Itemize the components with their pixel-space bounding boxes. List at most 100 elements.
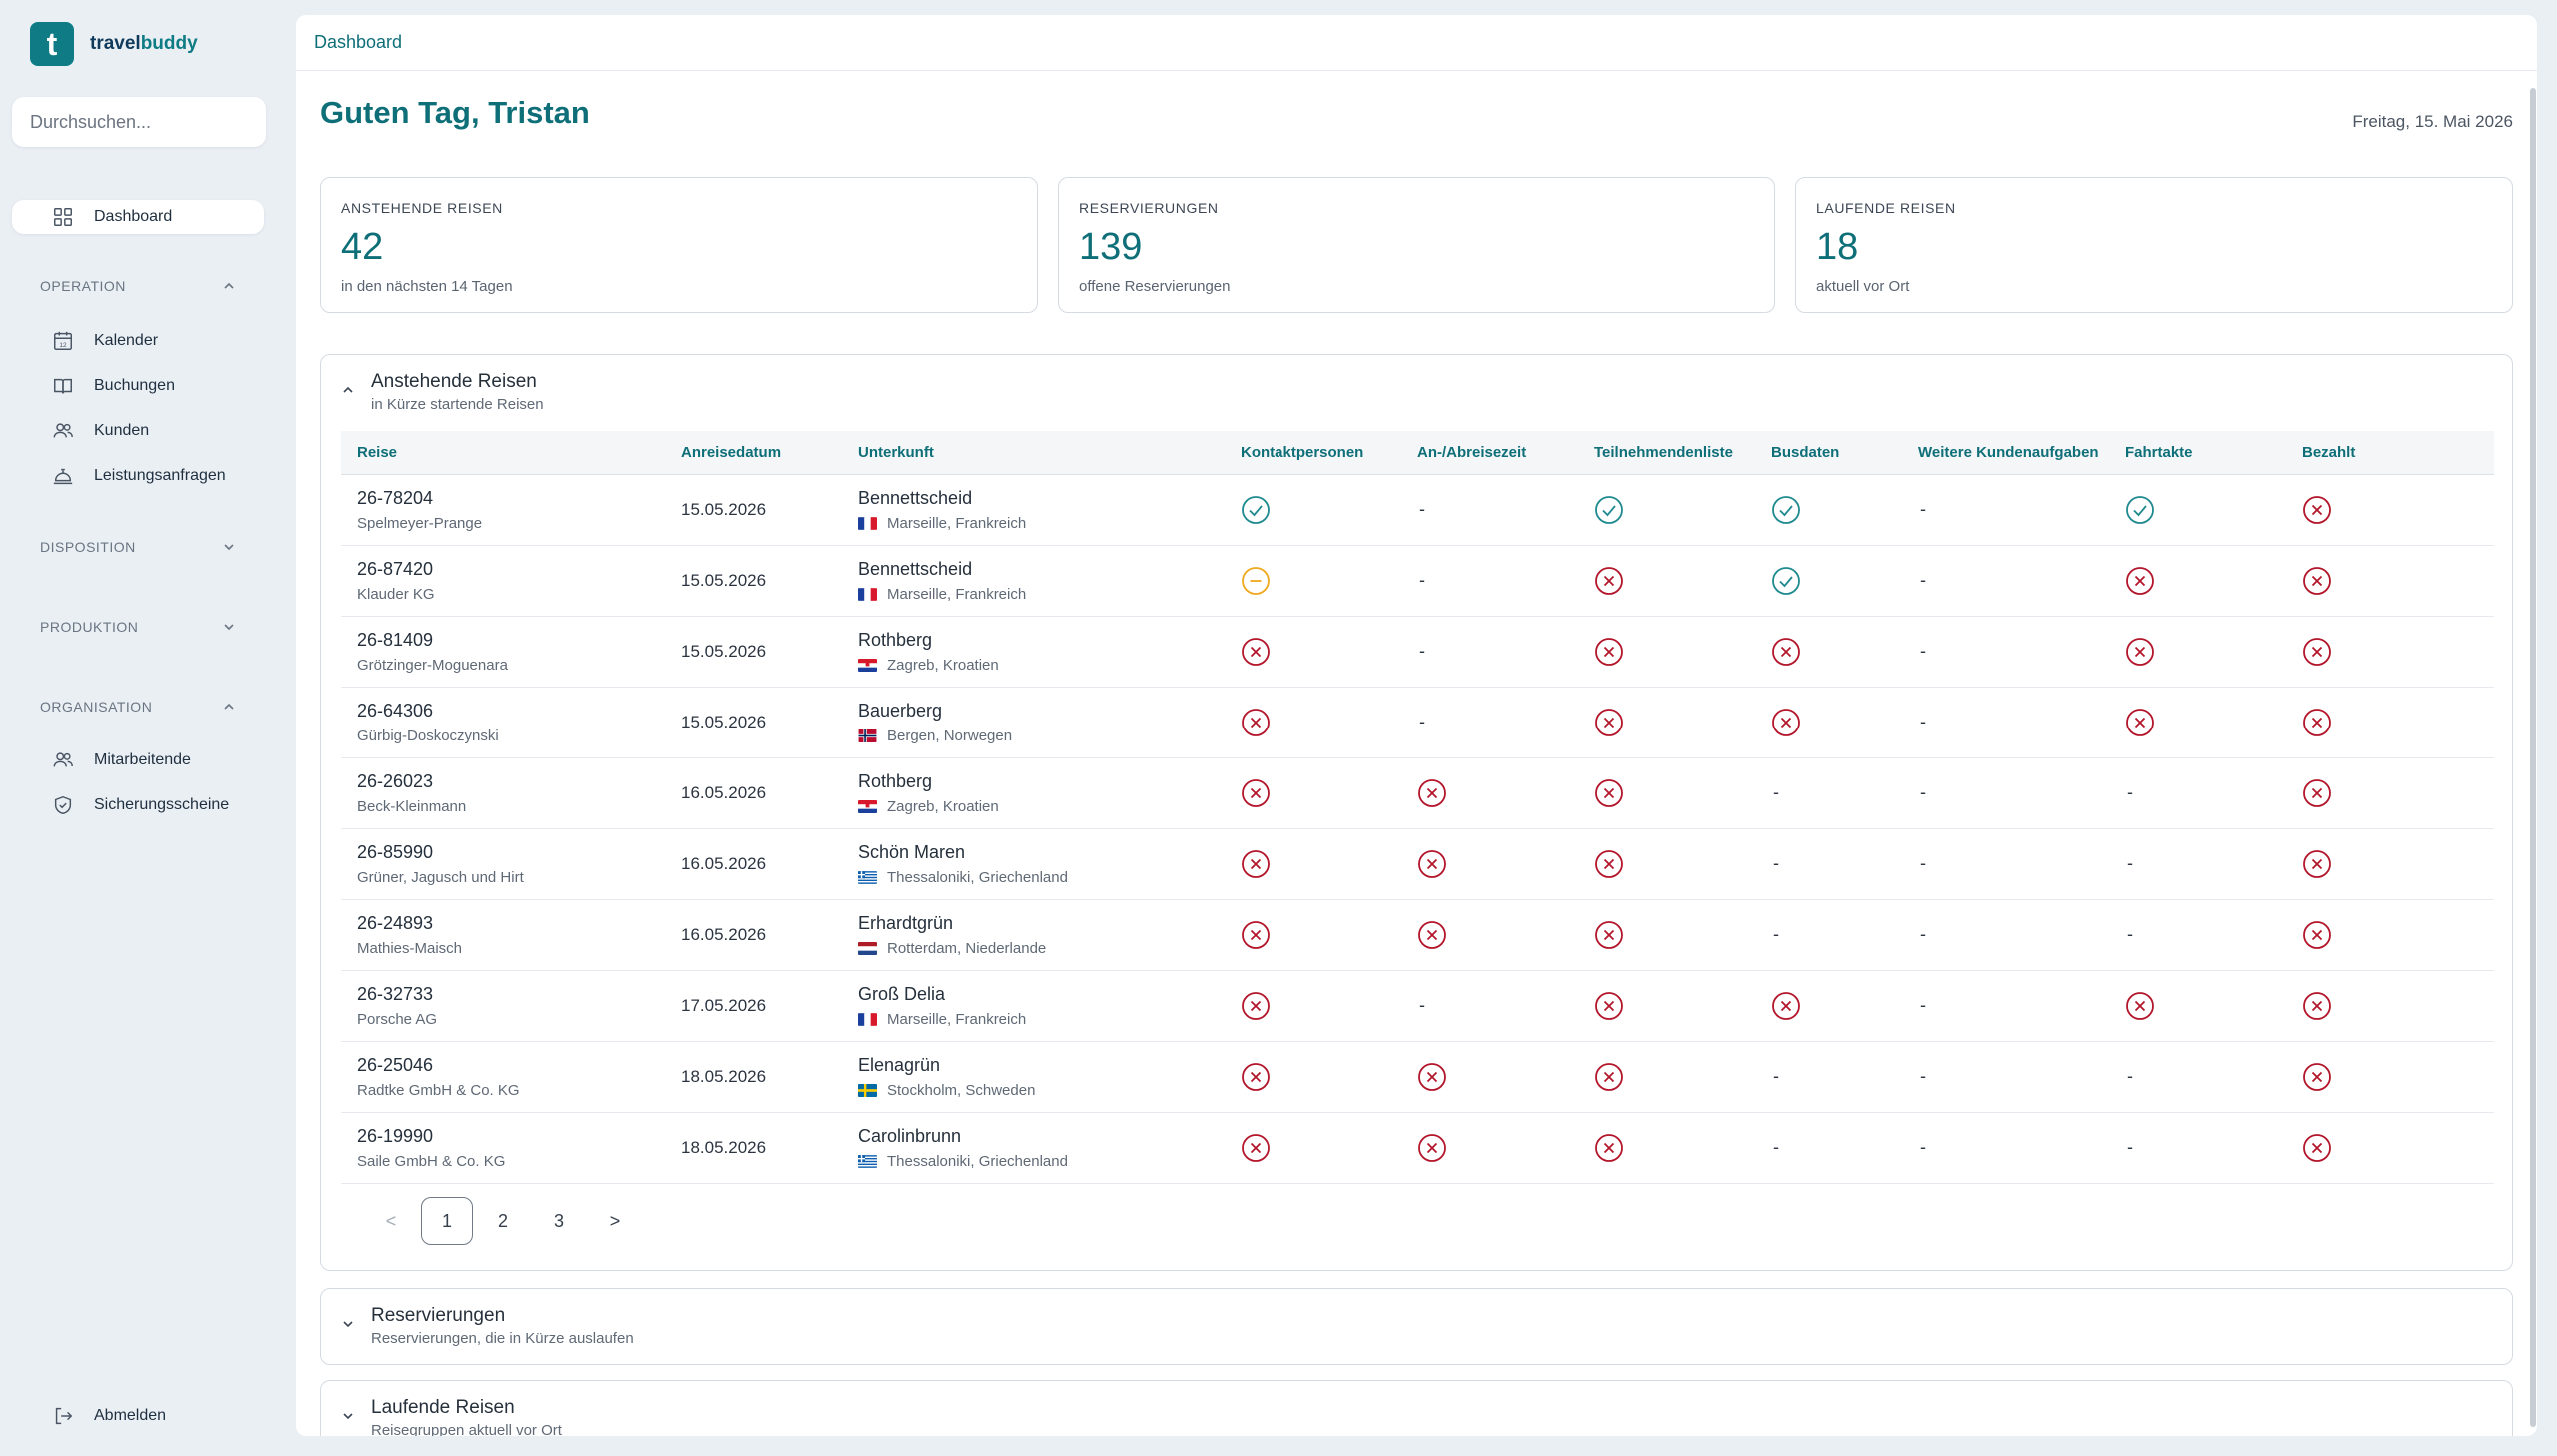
cell-status[interactable] [2109,970,2286,1042]
cell-status[interactable] [1578,545,1755,617]
cell-status[interactable] [1225,687,1401,758]
cell-status[interactable] [1578,899,1755,971]
brand-logo[interactable]: t travelbuddy [30,22,198,66]
cell-status[interactable] [1401,757,1578,829]
table-row[interactable]: 26-64306 Gürbig-Doskoczynski 15.05.2026 Bau… [341,687,2494,758]
stat-card-running[interactable]: LAUFENDE REISEN 18 aktuell vor Ort [1795,177,2513,313]
trip-id[interactable]: 26-19990 [357,1125,434,1146]
cell-status[interactable] [1401,828,1578,900]
cell-status[interactable] [1401,1112,1578,1184]
cell-status[interactable] [2109,474,2286,546]
trip-id[interactable]: 26-87420 [357,558,434,579]
cell-status[interactable] [2286,899,2494,971]
cell-status[interactable] [1578,1112,1755,1184]
pagination-page[interactable]: 3 [553,1210,564,1231]
cell-status[interactable] [2109,545,2286,617]
sidebar-item-sicherungsscheine[interactable]: Sicherungsscheine [12,788,264,822]
column-header[interactable]: Kontaktpersonen [1225,431,1401,475]
cell-status[interactable] [2286,1041,2494,1113]
panel-header[interactable]: Reservierungen Reservierungen, die in Kü… [321,1289,2512,1359]
cell-status[interactable] [1755,616,1902,688]
cell-status[interactable] [1225,828,1401,900]
table-row[interactable]: 26-24893 Mathies-Maisch 16.05.2026 Erhardtg… [341,899,2494,971]
sidebar-item-kunden[interactable]: Kunden [12,414,264,448]
cell-status[interactable] [1755,687,1902,758]
sidebar-item-leistungsanfragen[interactable]: Leistungsanfragen [12,459,264,493]
cell-status[interactable] [2286,1112,2494,1184]
cell-status[interactable] [2286,474,2494,546]
cell-status[interactable] [1225,1041,1401,1113]
logout-button[interactable]: Abmelden [12,1399,264,1433]
section-organisation[interactable]: ORGANISATION [40,695,236,719]
breadcrumb-dashboard[interactable]: Dashboard [314,32,403,52]
cell-status[interactable] [1401,899,1578,971]
section-operation[interactable]: OPERATION [40,274,236,298]
table-row[interactable]: 26-87420 Klauder KG 15.05.2026 Bennettschei… [341,545,2494,617]
sidebar-item-kalender[interactable]: 12 Kalender [12,324,264,358]
cell-status[interactable] [1401,1041,1578,1113]
trip-id[interactable]: 26-32733 [357,983,434,1004]
cell-status[interactable] [1225,970,1401,1042]
cell-status[interactable] [1225,616,1401,688]
stat-card-upcoming[interactable]: ANSTEHENDE REISEN 42 in den nächsten 14 … [320,177,1038,313]
sidebar-item-mitarbeitende[interactable]: Mitarbeitende [12,743,264,777]
cell-status[interactable] [1578,970,1755,1042]
search-input[interactable] [30,111,262,133]
column-header[interactable]: Teilnehmendenliste [1578,431,1755,475]
cell-status[interactable] [1578,474,1755,546]
trip-id[interactable]: 26-85990 [357,841,434,862]
trip-id[interactable]: 26-81409 [357,629,434,650]
trip-id[interactable]: 26-26023 [357,770,434,791]
column-header[interactable]: Reise [341,431,665,475]
sidebar-item-dashboard[interactable]: Dashboard [12,200,264,234]
column-header[interactable]: Busdaten [1755,431,1902,475]
pagination-next[interactable]: > [609,1210,621,1231]
table-row[interactable]: 26-32733 Porsche AG 17.05.2026 Groß Delia Ma… [341,970,2494,1042]
column-header[interactable]: Fahrtakte [2109,431,2286,475]
cell-status[interactable] [2286,687,2494,758]
trip-id[interactable]: 26-25046 [357,1054,434,1075]
table-row[interactable]: 26-78204 Spelmeyer-Prange 15.05.2026 Bennet… [341,474,2494,546]
trip-id[interactable]: 26-64306 [357,700,434,721]
section-produktion[interactable]: PRODUKTION [40,615,236,639]
cell-status[interactable] [1755,545,1902,617]
cell-status[interactable] [1578,757,1755,829]
cell-status[interactable] [2286,616,2494,688]
cell-status[interactable] [2109,687,2286,758]
cell-status[interactable] [2109,616,2286,688]
table-row[interactable]: 26-26023 Beck-Kleinmann 16.05.2026 Rothberg… [341,757,2494,829]
cell-status[interactable] [1578,687,1755,758]
table-row[interactable]: 26-25046 Radtke GmbH & Co. KG 18.05.2026 El… [341,1041,2494,1113]
panel-header[interactable]: Laufende Reisen Reisegruppen aktuell vor… [321,1381,2512,1436]
column-header[interactable]: Weitere Kundenaufgaben [1902,431,2109,475]
cell-status[interactable] [1225,474,1401,546]
stat-card-reservations[interactable]: RESERVIERUNGEN 139 offene Reservierungen [1058,177,1775,313]
pagination-prev[interactable]: < [385,1210,397,1231]
cell-status[interactable] [1225,1112,1401,1184]
scrollbar[interactable] [2529,70,2537,1429]
cell-status[interactable] [1578,616,1755,688]
column-header[interactable]: Unterkunft [842,431,1225,475]
scrollbar-thumb[interactable] [2530,88,2536,1427]
table-row[interactable]: 26-19990 Saile GmbH & Co. KG 18.05.2026 Car… [341,1112,2494,1184]
cell-status[interactable] [1755,970,1902,1042]
column-header[interactable]: Bezahlt [2286,431,2494,475]
column-header[interactable]: An-/Abreisezeit [1401,431,1578,475]
section-disposition[interactable]: DISPOSITION [40,535,236,559]
cell-status[interactable] [1225,757,1401,829]
pagination-page[interactable]: 1 [421,1197,473,1245]
cell-status[interactable] [2286,828,2494,900]
table-row[interactable]: 26-85990 Grüner, Jagusch und Hirt 16.05.20… [341,828,2494,900]
cell-status[interactable] [1578,1041,1755,1113]
cell-status[interactable] [2286,757,2494,829]
cell-status[interactable] [1225,545,1401,617]
sidebar-item-buchungen[interactable]: Buchungen [12,369,264,403]
panel-header[interactable]: Anstehende Reisen in Kürze startende Rei… [321,355,2512,425]
trip-id[interactable]: 26-24893 [357,912,434,933]
column-header[interactable]: Anreisedatum [665,431,842,475]
cell-status[interactable] [1755,474,1902,546]
cell-status[interactable] [2286,545,2494,617]
table-row[interactable]: 26-81409 Grötzinger-Moguenara 15.05.2026 Ro… [341,616,2494,688]
cell-status[interactable] [2286,970,2494,1042]
cell-status[interactable] [1578,828,1755,900]
